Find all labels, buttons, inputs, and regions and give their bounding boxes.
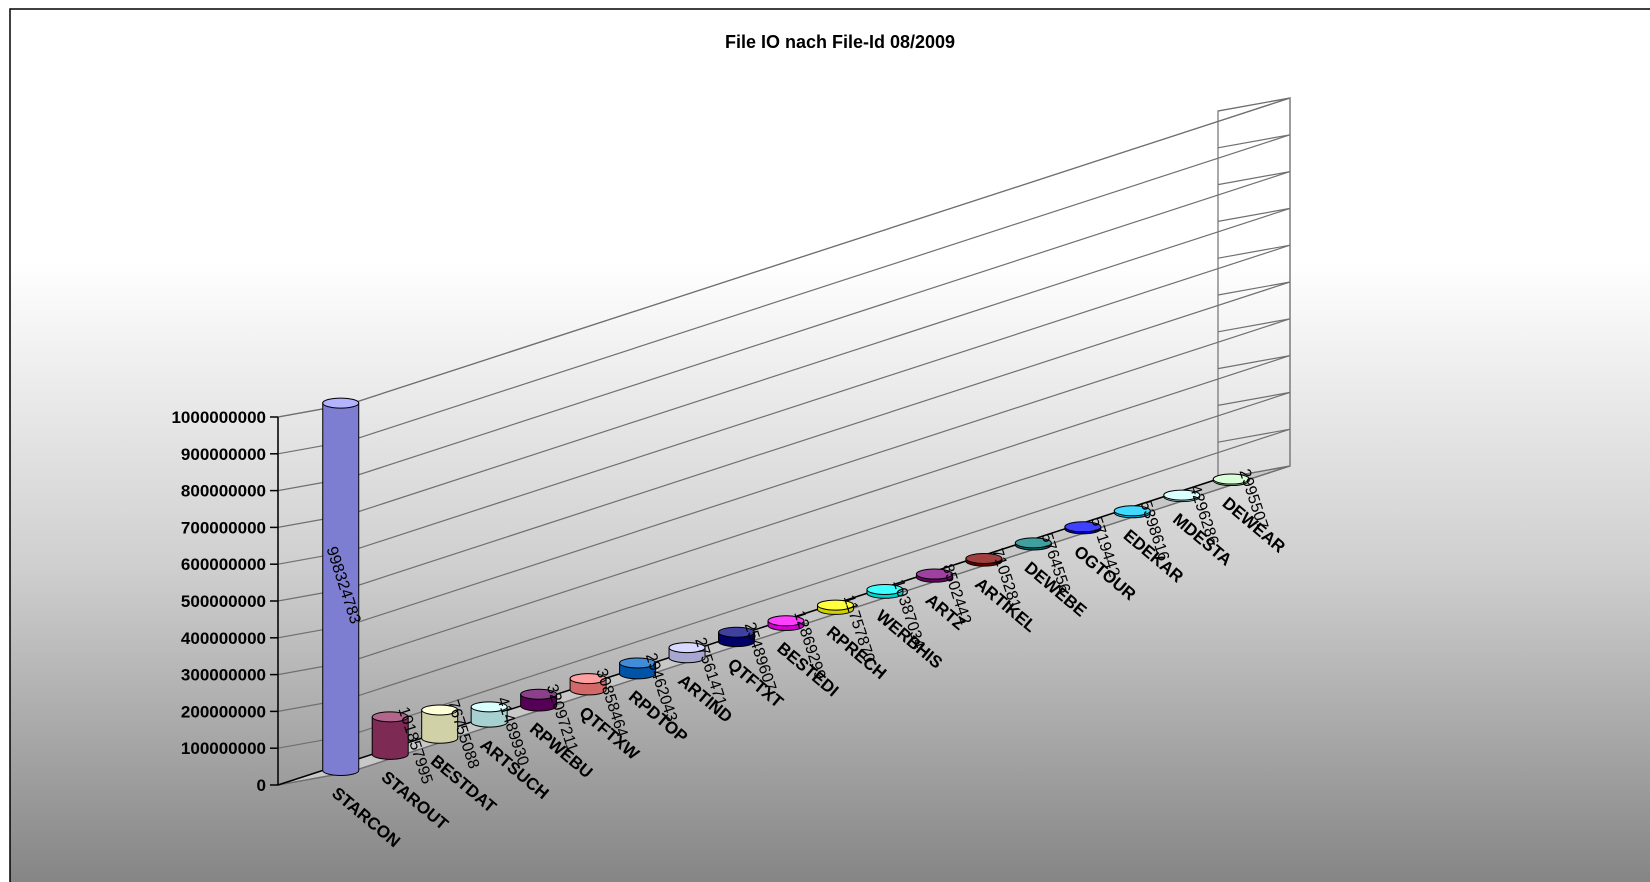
gridline (349, 207, 1291, 515)
bar-body (371, 716, 409, 760)
bar-top (470, 701, 508, 713)
y-tick-label: 600000000 (181, 555, 266, 574)
bar (915, 568, 953, 583)
bar-top (668, 642, 706, 654)
bar (1163, 489, 1201, 503)
bar-body (470, 706, 508, 728)
gridline (1217, 244, 1291, 259)
bar-top (1064, 521, 1102, 533)
gridline (349, 281, 1291, 589)
bar (866, 583, 904, 599)
y-tick-label: 500000000 (181, 592, 266, 611)
bar-top (619, 657, 657, 669)
bar (470, 701, 508, 728)
bar-top (569, 673, 607, 685)
bar-top (520, 688, 558, 700)
gridline (349, 97, 1291, 405)
gridline (1217, 134, 1291, 149)
chart-title: File IO nach File-Id 08/2009 (725, 32, 955, 52)
gridline (1217, 171, 1291, 186)
chart-background (9, 8, 1650, 882)
bar-top (1014, 537, 1052, 549)
gridline (349, 244, 1291, 552)
gridline (1217, 97, 1291, 112)
bar-top (371, 711, 409, 723)
bar-top (718, 626, 756, 638)
gridline (349, 355, 1291, 663)
y-tick-label: 300000000 (181, 666, 266, 685)
y-tick-label: 200000000 (181, 702, 266, 721)
y-tick-label: 0 (257, 776, 266, 795)
bar (1212, 473, 1250, 487)
bar-top (1113, 505, 1151, 517)
bar-top (915, 568, 953, 580)
gridline (1217, 428, 1291, 443)
y-tick-label: 400000000 (181, 629, 266, 648)
bar-top (866, 583, 904, 595)
gridline (1217, 391, 1291, 406)
y-tick-label: 800000000 (181, 482, 266, 501)
bar-top (1212, 473, 1250, 485)
y-tick-label: 900000000 (181, 445, 266, 464)
gridline (1217, 207, 1291, 222)
gridline (349, 171, 1291, 479)
bar (322, 397, 360, 776)
gridline (349, 391, 1291, 699)
bars (322, 397, 1250, 776)
gridline (1217, 318, 1291, 333)
bar (965, 552, 1003, 567)
bar-top (767, 615, 805, 627)
bar-top (816, 599, 854, 611)
bar (767, 615, 805, 631)
bar-body (322, 402, 360, 776)
bar-top (322, 397, 360, 409)
bar-top (421, 704, 459, 716)
bar (816, 599, 854, 615)
bar (619, 657, 657, 680)
gridline (349, 134, 1291, 442)
bar-body (421, 709, 459, 744)
bar (371, 711, 409, 760)
y-tick-label: 100000000 (181, 739, 266, 758)
gridline (349, 428, 1291, 736)
bar (1113, 505, 1151, 519)
bar-top (1163, 489, 1201, 501)
bar (520, 688, 558, 712)
gridline (1217, 281, 1291, 296)
y-tick-label: 700000000 (181, 518, 266, 537)
bar (1064, 521, 1102, 535)
bar (668, 642, 706, 664)
y-tick-label: 1000000000 (171, 408, 266, 427)
gridline (1217, 355, 1291, 370)
bar (421, 704, 459, 744)
bar-top (965, 552, 1003, 564)
bar (1014, 537, 1052, 551)
bar (569, 673, 607, 696)
gridline (349, 318, 1291, 626)
y-axis: 0 100000000 200000000 300000000 400000000 500… (171, 408, 279, 795)
bar (718, 626, 756, 648)
